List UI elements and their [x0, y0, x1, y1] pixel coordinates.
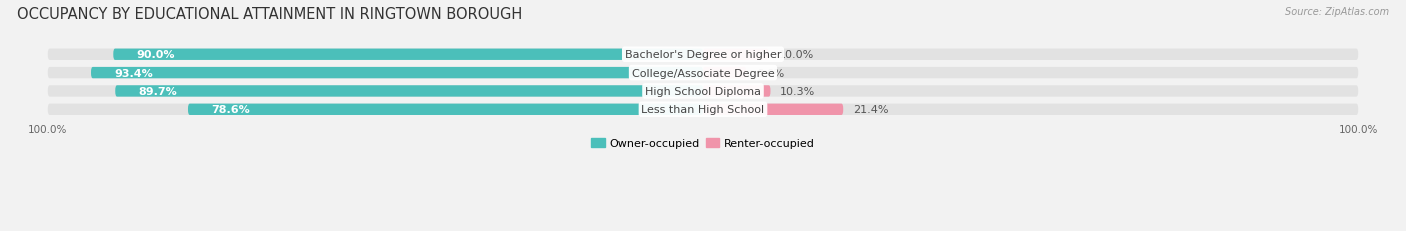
FancyBboxPatch shape — [188, 104, 703, 116]
FancyBboxPatch shape — [703, 49, 769, 61]
FancyBboxPatch shape — [115, 86, 703, 97]
Text: 78.6%: 78.6% — [211, 105, 250, 115]
Text: 21.4%: 21.4% — [853, 105, 889, 115]
Legend: Owner-occupied, Renter-occupied: Owner-occupied, Renter-occupied — [586, 134, 820, 153]
Text: 89.7%: 89.7% — [138, 87, 177, 97]
Text: OCCUPANCY BY EDUCATIONAL ATTAINMENT IN RINGTOWN BOROUGH: OCCUPANCY BY EDUCATIONAL ATTAINMENT IN R… — [17, 7, 522, 22]
Text: Less than High School: Less than High School — [641, 105, 765, 115]
FancyBboxPatch shape — [48, 104, 1358, 116]
FancyBboxPatch shape — [703, 104, 844, 116]
Text: 10.3%: 10.3% — [780, 87, 815, 97]
Text: 10.0%: 10.0% — [779, 50, 814, 60]
Text: 6.6%: 6.6% — [756, 68, 785, 78]
FancyBboxPatch shape — [114, 49, 703, 61]
Text: Source: ZipAtlas.com: Source: ZipAtlas.com — [1285, 7, 1389, 17]
Text: 90.0%: 90.0% — [136, 50, 174, 60]
FancyBboxPatch shape — [48, 49, 1358, 61]
Text: 93.4%: 93.4% — [114, 68, 153, 78]
Text: College/Associate Degree: College/Associate Degree — [631, 68, 775, 78]
FancyBboxPatch shape — [91, 68, 703, 79]
FancyBboxPatch shape — [48, 86, 1358, 97]
FancyBboxPatch shape — [703, 86, 770, 97]
Text: Bachelor's Degree or higher: Bachelor's Degree or higher — [624, 50, 782, 60]
FancyBboxPatch shape — [703, 68, 747, 79]
Text: High School Diploma: High School Diploma — [645, 87, 761, 97]
FancyBboxPatch shape — [48, 68, 1358, 79]
